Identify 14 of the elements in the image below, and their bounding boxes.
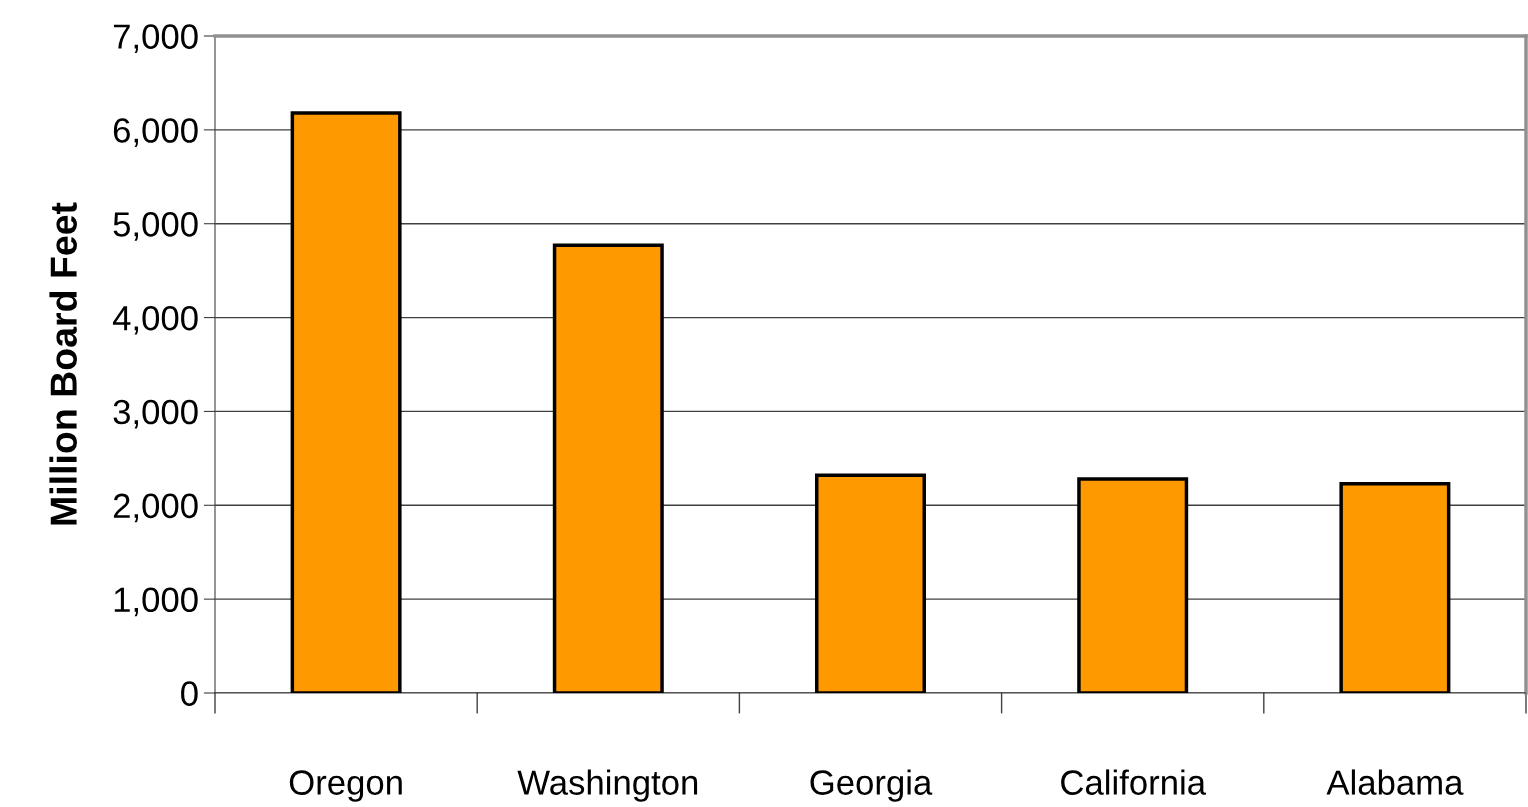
y-tick-label: 4,000 (112, 305, 198, 335)
x-tick-label: California (1061, 769, 1207, 795)
x-tick-label: Georgia (810, 769, 933, 802)
y-tick-label: 7,000 (113, 24, 198, 54)
y-tick-label: 0 (181, 681, 198, 706)
x-tick-label: Alabama (1326, 769, 1464, 795)
y-tick-label: 5,000 (113, 212, 198, 241)
y-tick-label: 2,000 (113, 493, 198, 523)
y-tick-label: 6,000 (113, 118, 198, 147)
y-axis-title: Million Board Feet (49, 202, 77, 525)
y-tick-label: 1,000 (114, 587, 198, 617)
y-tick-label: 3,000 (113, 399, 198, 429)
x-tick-label: Washington (517, 769, 698, 802)
x-tick-label: Oregon (289, 770, 402, 802)
